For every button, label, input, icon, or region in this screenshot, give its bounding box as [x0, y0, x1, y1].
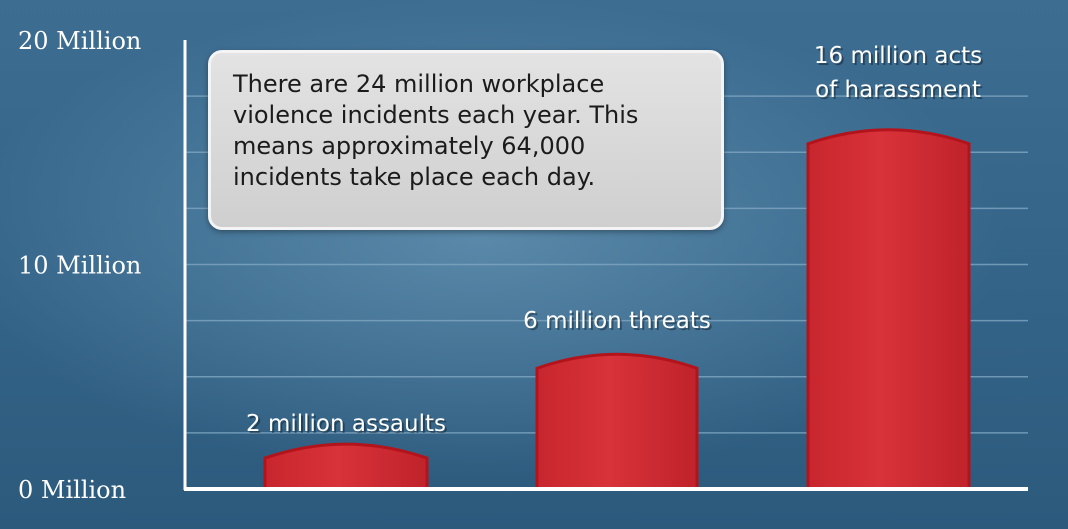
bar-label-shadow: of harassment	[817, 79, 983, 105]
callout-line: There are 24 million workplace	[233, 70, 605, 98]
y-tick-label: 0 Million	[18, 476, 126, 504]
bar-label-shadow: 16 million acts	[816, 45, 984, 71]
bar-label: 2 million assaults	[246, 411, 446, 437]
bar-assaults	[263, 442, 429, 491]
callout-line: incidents take place each day.	[233, 163, 596, 191]
bar-label-shadow: 6 million threats	[525, 310, 713, 336]
bar-label-shadow: 2 million assaults	[248, 413, 448, 439]
callout-line: means approximately 64,000	[233, 132, 586, 160]
bar-label: of harassment	[815, 77, 981, 103]
axes	[183, 40, 1028, 491]
y-tick-label: 10 Million	[18, 252, 141, 280]
bar-label: 16 million acts	[814, 43, 982, 69]
bar-label: 6 million threats	[523, 308, 711, 334]
callout-box: There are 24 million workplace violence …	[208, 50, 724, 230]
y-tick-label: 20 Million	[18, 27, 141, 55]
callout-line: violence incidents each year. This	[233, 101, 639, 129]
y-tick-labels: 0 Million 10 Million 20 Million	[18, 27, 141, 504]
bars	[263, 128, 971, 491]
bar-acts-of-harassment	[806, 128, 971, 491]
bar-threats	[535, 352, 699, 491]
